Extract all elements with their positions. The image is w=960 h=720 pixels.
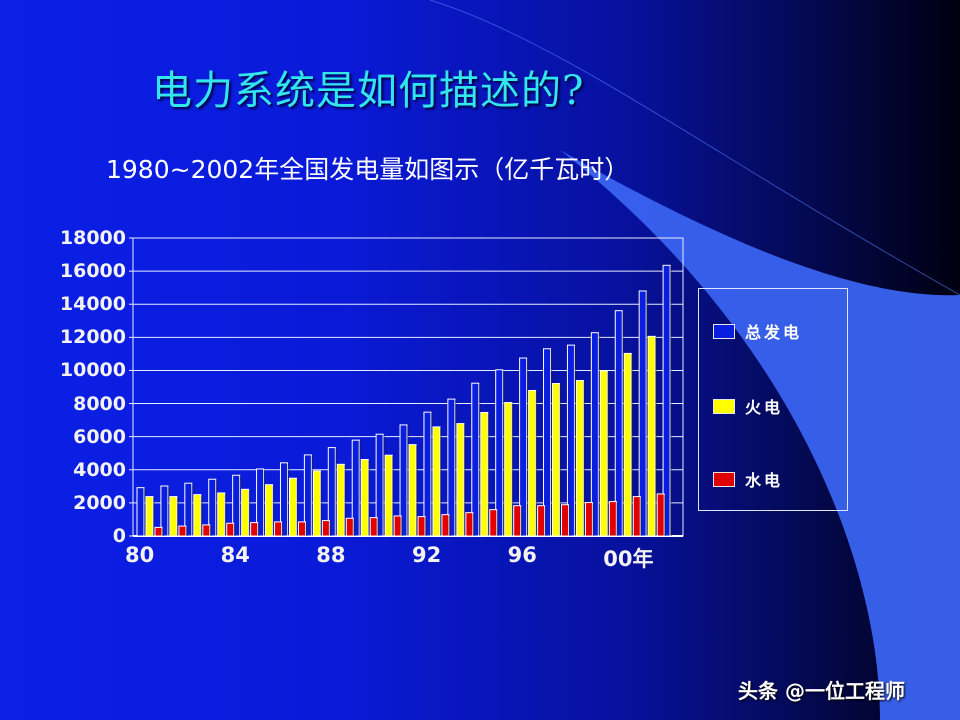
chart-legend: 总发电 火电 水电	[698, 288, 848, 511]
legend-swatch-thermal	[713, 398, 735, 414]
bar-火电	[647, 335, 656, 537]
bar-火电	[480, 411, 489, 537]
bar-总发电	[136, 487, 145, 537]
legend-label-hydro: 水电	[745, 471, 784, 490]
bar-总发电	[662, 264, 671, 537]
watermark: 头条 @一位工程师	[738, 679, 905, 703]
bar-水电	[345, 517, 354, 537]
y-tick-label: 2000	[73, 491, 126, 514]
bar-火电	[384, 454, 393, 537]
bar-水电	[274, 521, 283, 537]
bar-总发电	[160, 485, 169, 537]
legend-item-hydro: 水电	[713, 467, 783, 491]
bar-火电	[336, 463, 345, 537]
bar-火电	[265, 484, 274, 537]
bar-总发电	[327, 447, 336, 537]
bar-水电	[226, 522, 235, 537]
legend-item-total: 总发电	[713, 319, 802, 343]
y-tick-label: 12000	[59, 326, 126, 349]
bar-火电	[288, 477, 297, 537]
bar-火电	[193, 494, 202, 537]
bar-火电	[552, 383, 561, 537]
bar-水电	[250, 522, 259, 537]
bar-总发电	[471, 382, 480, 537]
bar-火电	[360, 459, 369, 537]
bar-火电	[575, 380, 584, 537]
bar-总发电	[447, 398, 456, 537]
bar-总发电	[279, 462, 288, 537]
legend-item-thermal: 火电	[713, 394, 783, 418]
bar-水电	[632, 496, 641, 537]
bar-水电	[513, 505, 522, 537]
y-tick-label: 8000	[73, 392, 126, 415]
bar-水电	[489, 509, 498, 537]
x-tick-label: 96	[507, 543, 537, 567]
bar-总发电	[543, 348, 552, 537]
bar-总发电	[303, 454, 312, 537]
bar-总发电	[375, 433, 384, 537]
bar-火电	[504, 402, 513, 537]
bar-水电	[178, 525, 187, 537]
bar-总发电	[590, 332, 599, 537]
bar-火电	[312, 470, 321, 537]
bar-水电	[369, 517, 378, 537]
bar-水电	[561, 504, 570, 537]
bar-总发电	[256, 468, 265, 537]
bar-总发电	[184, 482, 193, 537]
bar-水电	[465, 512, 474, 537]
y-tick-label: 4000	[73, 458, 126, 481]
x-tick-label: 88	[316, 543, 346, 567]
bar-水电	[656, 493, 665, 537]
bar-火电	[145, 496, 154, 537]
bar-水电	[417, 516, 426, 537]
bar-火电	[169, 496, 178, 537]
legend-label-total: 总发电	[745, 323, 803, 342]
bar-火电	[456, 423, 465, 537]
y-tick-label: 0	[112, 525, 126, 547]
bar-火电	[528, 389, 537, 537]
legend-label-thermal: 火电	[745, 398, 784, 417]
bar-总发电	[351, 439, 360, 537]
bar-水电	[202, 524, 211, 537]
x-tick-label: 00年	[603, 547, 654, 571]
bar-水电	[321, 520, 330, 537]
chart-subtitle: 1980~2002年全国发电量如图示（亿千瓦时）	[106, 155, 630, 184]
x-tick-label: 92	[411, 543, 442, 567]
bar-水电	[608, 501, 617, 537]
bar-总发电	[519, 357, 528, 537]
bar-总发电	[399, 424, 408, 537]
y-tick-label: 18000	[59, 227, 126, 249]
y-tick-label: 14000	[59, 293, 126, 316]
bar-水电	[393, 515, 402, 537]
bar-火电	[623, 352, 632, 537]
bar-水电	[297, 521, 306, 537]
bar-总发电	[232, 474, 241, 537]
bar-总发电	[208, 478, 217, 537]
bar-总发电	[638, 290, 647, 537]
bar-水电	[584, 502, 593, 537]
slide-title: 电力系统是如何描述的?	[152, 68, 585, 114]
bar-总发电	[495, 369, 504, 537]
bar-火电	[599, 370, 608, 537]
bar-水电	[154, 526, 163, 537]
legend-swatch-hydro	[713, 471, 735, 487]
bar-总发电	[423, 411, 432, 537]
bar-火电	[241, 488, 250, 537]
bar-水电	[441, 514, 450, 537]
x-tick-label: 84	[220, 543, 250, 567]
y-tick-label: 10000	[59, 359, 126, 382]
y-tick-label: 16000	[59, 260, 126, 283]
x-tick-label: 80	[125, 543, 155, 567]
bar-水电	[537, 505, 546, 537]
bar-总发电	[566, 344, 575, 537]
bar-火电	[408, 444, 417, 537]
legend-swatch-total	[713, 323, 735, 339]
y-tick-label: 6000	[73, 425, 126, 448]
bar-火电	[432, 426, 441, 537]
bar-火电	[217, 492, 226, 537]
bar-总发电	[614, 310, 623, 537]
